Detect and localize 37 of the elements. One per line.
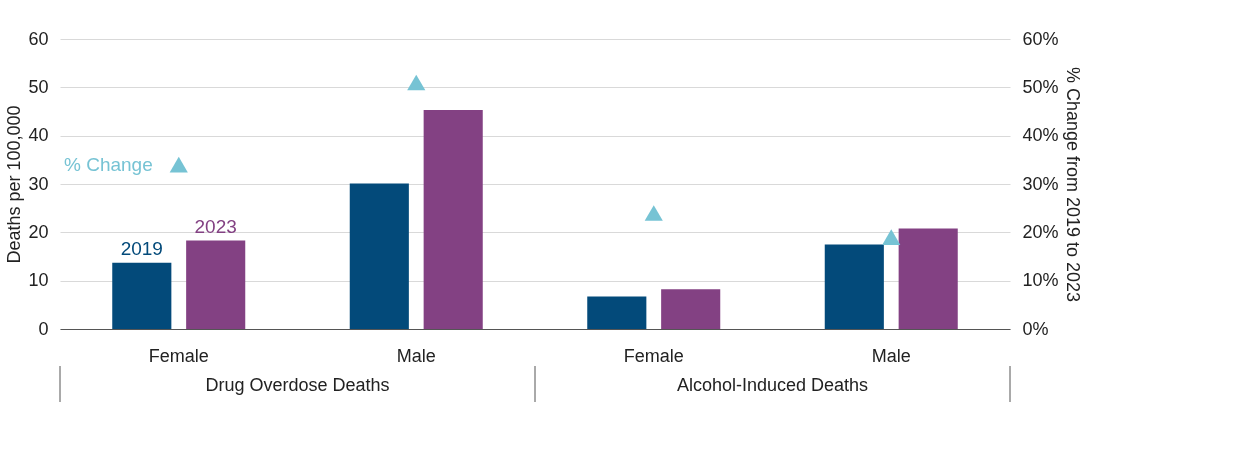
bar — [186, 240, 246, 329]
bar — [423, 110, 483, 329]
text: Alcohol-Induced Deaths — [676, 375, 869, 395]
y-tick-label: 30 — [28, 173, 49, 194]
bar — [587, 296, 647, 329]
bar — [112, 262, 172, 329]
point — [169, 156, 188, 173]
y2-tick-label: 0% — [1022, 318, 1049, 339]
bar — [661, 289, 721, 329]
x-tick-label: Male — [871, 345, 911, 366]
y-tick-label: 0 — [38, 318, 49, 339]
bar — [349, 183, 409, 329]
point — [882, 229, 901, 246]
y2-tick-label: 50% — [1022, 76, 1059, 97]
y2-axis-title: % Change from 2019 to 2023 — [1062, 66, 1083, 303]
y-tick-label: 10 — [28, 270, 49, 291]
y2-tick-label: 60% — [1022, 28, 1059, 49]
y2-tick-label: 10% — [1022, 270, 1059, 291]
y2-tick-label: 40% — [1022, 125, 1059, 146]
bar — [824, 244, 884, 329]
y-tick-label: 60 — [28, 28, 49, 49]
y2-tick-label: 20% — [1022, 221, 1059, 242]
series-label: 2019 — [120, 237, 163, 259]
bar — [898, 228, 958, 329]
text: Drug Overdose Deaths — [205, 375, 390, 395]
y-axis-title: Deaths per 100,000 — [4, 105, 25, 264]
x-tick-label: Female — [623, 345, 684, 366]
x-tick-label: Female — [148, 345, 209, 366]
series-label: 2023 — [194, 215, 237, 237]
x-tick-label: Male — [396, 345, 436, 366]
y-tick-label: 40 — [28, 125, 49, 146]
point — [407, 74, 426, 91]
series-label: % Change — [64, 153, 153, 175]
y-tick-label: 20 — [28, 221, 49, 242]
y2-tick-label: 30% — [1022, 173, 1059, 194]
point — [644, 205, 663, 221]
y-tick-label: 50 — [28, 76, 49, 97]
